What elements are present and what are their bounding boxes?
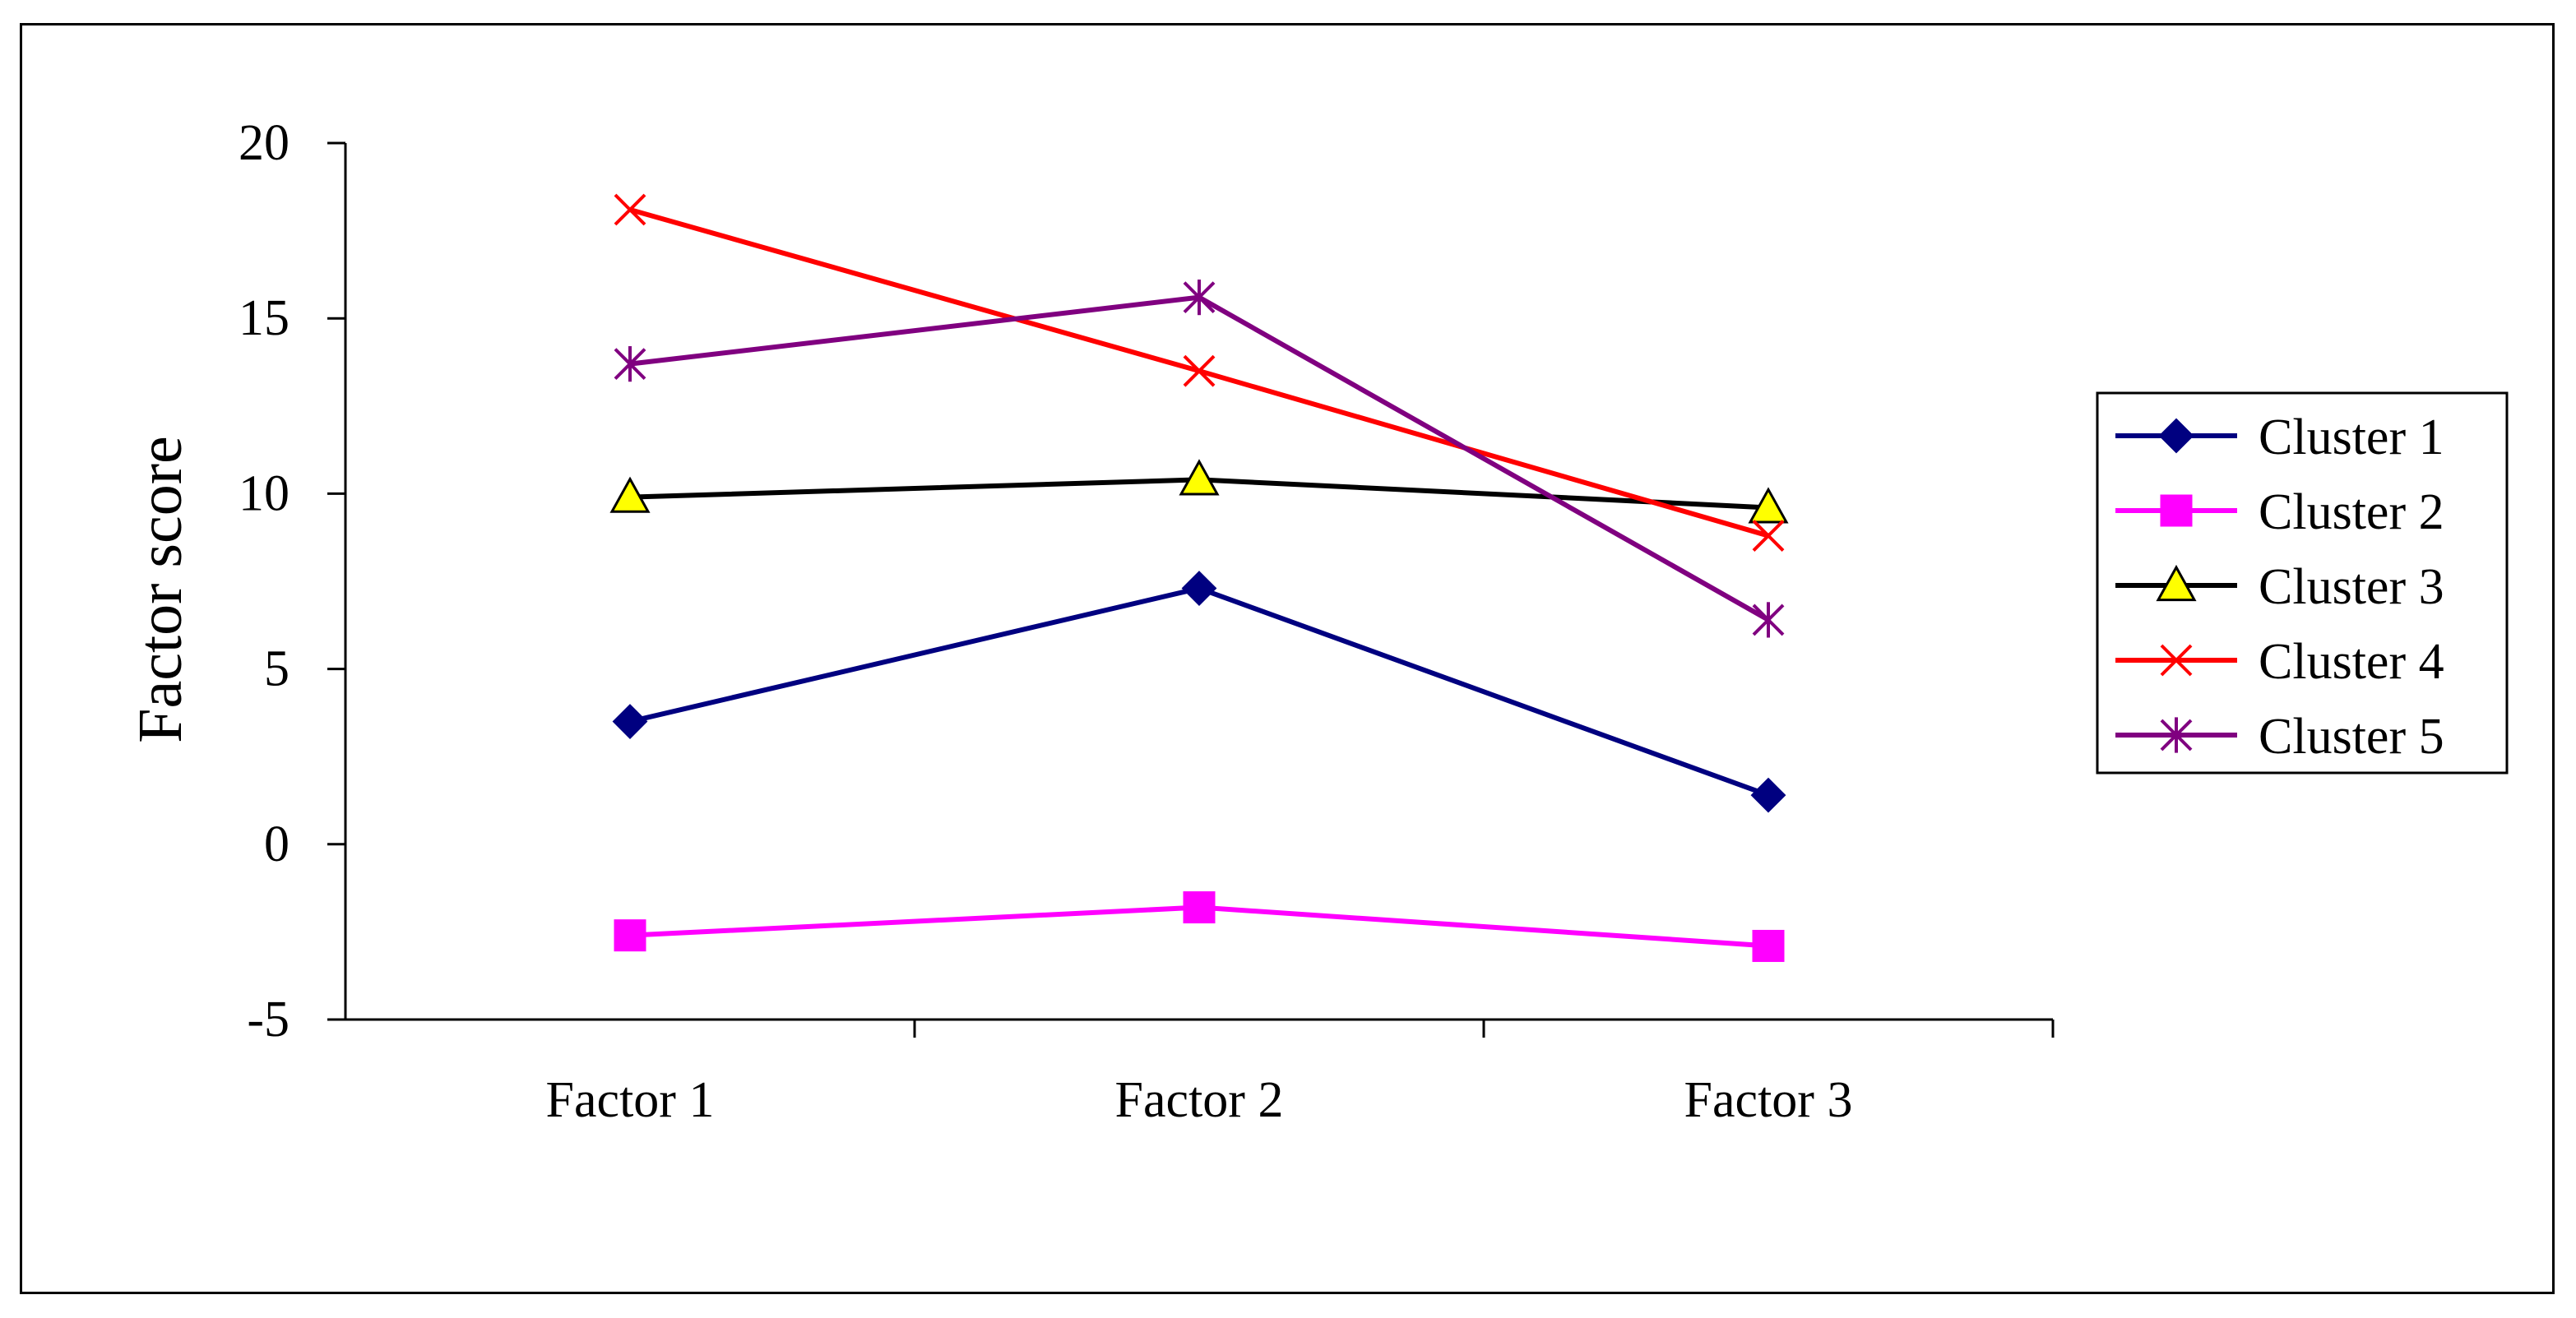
y-tick-label: 20 [239, 115, 290, 171]
legend-marker [2160, 644, 2193, 677]
legend-marker [2160, 494, 2193, 527]
y-tick-label: 15 [239, 290, 290, 346]
data-point [1752, 929, 1785, 962]
x-tick-label: Factor 2 [1115, 1072, 1284, 1128]
legend: Cluster 1 Cluster 2 Cluster 3 Cluster 4 Clus… [2096, 391, 2509, 775]
series-line [629, 585, 1770, 798]
y-axis-label: Factor score [126, 436, 195, 743]
data-point [612, 704, 648, 739]
data-point [1752, 602, 1785, 638]
marker-stroke [1183, 354, 1216, 387]
series-5 [614, 280, 1785, 638]
data-point [609, 476, 651, 513]
data-point [1181, 571, 1217, 606]
series-layer [609, 193, 1789, 962]
y-tick-label: 5 [264, 641, 290, 697]
data-point [1748, 487, 1789, 524]
axes: -5 0 5 10 15 20 Factor 1 Factor 2 Factor 3 Factor… [126, 115, 2055, 1128]
data-point [1179, 459, 1220, 496]
legend-label: Cluster 5 [2259, 709, 2444, 765]
legend-marker [2156, 564, 2197, 602]
legend-item: Cluster 3 [2115, 559, 2444, 615]
legend-label: Cluster 4 [2259, 634, 2444, 690]
data-point [1752, 520, 1785, 552]
legend-label: Cluster 2 [2259, 484, 2444, 540]
data-point [614, 919, 646, 952]
data-point [1750, 777, 1786, 813]
legend-marker [2158, 418, 2194, 454]
marker-stroke [2160, 644, 2193, 677]
series-4 [614, 193, 1785, 552]
legend-item: Cluster 4 [2115, 634, 2444, 690]
data-point [1183, 280, 1216, 316]
data-point [1183, 354, 1216, 387]
data-point [614, 193, 646, 226]
legend-marker [2160, 717, 2193, 753]
data-point [614, 346, 646, 382]
legend-item: Cluster 1 [2115, 409, 2444, 465]
series-2 [614, 891, 1785, 962]
marker-stroke [1752, 520, 1785, 552]
marker-stroke [614, 193, 646, 226]
legend-item: Cluster 2 [2115, 484, 2444, 540]
series-3 [609, 459, 1789, 524]
legend-label: Cluster 1 [2259, 409, 2444, 465]
series-1 [612, 571, 1786, 813]
y-tick-label: -5 [247, 992, 290, 1047]
y-tick-label: 0 [264, 816, 290, 872]
y-tick-label: 10 [239, 465, 290, 521]
chart-frame [20, 23, 2555, 1294]
x-tick-label: Factor 3 [1684, 1072, 1853, 1128]
legend-item: Cluster 5 [2115, 709, 2444, 765]
legend-label: Cluster 3 [2259, 559, 2444, 615]
x-tick-label: Factor 1 [546, 1072, 715, 1128]
data-point [1183, 891, 1216, 924]
